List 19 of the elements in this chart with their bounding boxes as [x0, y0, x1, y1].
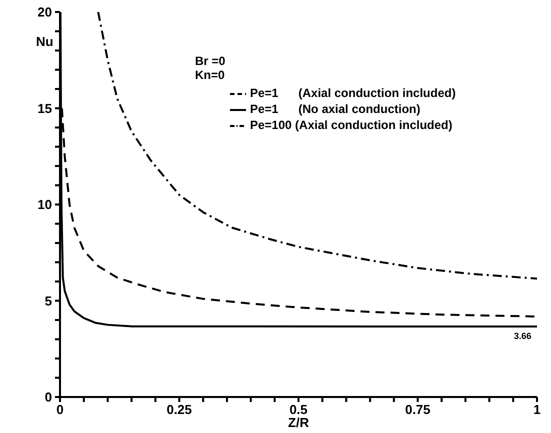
- x-tick-label: 0.75: [405, 402, 430, 418]
- annotation: 3.66: [512, 330, 532, 341]
- x-axis-title: Z/R: [287, 415, 310, 430]
- x-tick-label: 0.25: [166, 402, 192, 418]
- x-tick-label: 1: [533, 402, 541, 418]
- y-axis-title: Nu: [36, 34, 54, 49]
- y-tick-label: 0: [44, 390, 52, 405]
- y-tick-label: 10: [38, 197, 52, 212]
- annotation: Br =0: [195, 54, 226, 68]
- legend-label: Pe=1 (No axial conduction): [250, 102, 420, 116]
- legend-label: Pe=1 (Axial conduction included): [250, 86, 456, 100]
- legend-label: Pe=100 (Axial conduction included): [250, 118, 452, 132]
- y-tick-label: 5: [44, 293, 52, 308]
- x-tick-label: 0.5: [289, 402, 308, 418]
- y-tick-label: 15: [38, 100, 52, 116]
- x-tick-label: 0: [56, 402, 64, 418]
- y-tick-label: 20: [38, 4, 52, 20]
- annotation: Kn=0: [195, 68, 226, 82]
- line-series: [97, 12, 537, 280]
